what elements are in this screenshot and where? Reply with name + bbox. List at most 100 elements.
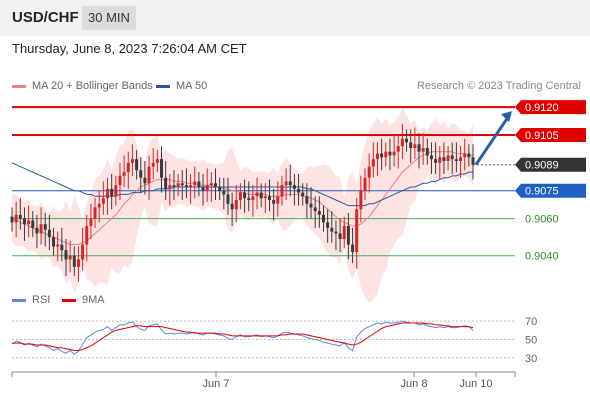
level-tag-0.9089: [515, 157, 586, 172]
candle-body: [417, 144, 421, 152]
x-tick-label: Jun 7: [203, 378, 230, 390]
candle-body: [10, 216, 14, 223]
candle-body: [101, 198, 105, 204]
candle-body: [425, 148, 429, 156]
candle-body: [442, 157, 446, 161]
candle-body: [276, 196, 280, 204]
candle-body: [180, 183, 184, 186]
candle-body: [93, 207, 97, 219]
candle-body: [193, 181, 197, 186]
candle-body: [56, 244, 60, 247]
candle-body: [130, 159, 134, 163]
candle-body: [52, 237, 56, 247]
level-label-0.9089: 0.9089: [525, 160, 559, 172]
candle-body: [446, 155, 450, 161]
candle-body: [280, 185, 284, 197]
legend-ma50: MA 50: [156, 80, 207, 92]
candle-body: [313, 207, 317, 212]
timeframe-button[interactable]: 30 MIN: [82, 6, 136, 30]
level-label-0.9060: 0.9060: [525, 214, 559, 226]
candle-body: [139, 170, 143, 178]
candle-body: [27, 220, 31, 225]
x-tick-label: Jun 8: [401, 378, 428, 390]
candle-body: [288, 181, 292, 186]
rsi-tick-70: 70: [525, 316, 537, 328]
ma50-label: MA 50: [176, 80, 208, 92]
candle-body: [106, 188, 110, 199]
legend-ma20: MA 20 + Bollinger Bands: [12, 80, 153, 92]
candle-body: [135, 159, 139, 171]
candle-body: [338, 233, 342, 239]
candle-body: [259, 192, 263, 199]
candle-body: [143, 177, 147, 184]
ma20-label: MA 20 + Bollinger Bands: [32, 80, 153, 92]
candle-body: [126, 162, 130, 173]
forecast-arrow-shaft: [474, 116, 510, 166]
candle-body: [31, 220, 35, 228]
candle-body: [60, 244, 64, 251]
candle-body: [454, 159, 458, 161]
candle-body: [351, 244, 355, 252]
candle-body: [429, 155, 433, 160]
candle-body: [243, 192, 247, 199]
candle-body: [342, 226, 346, 239]
candle-body: [409, 142, 413, 148]
rsi-ma-line: [12, 322, 474, 351]
candle-body: [375, 153, 379, 160]
legend-rsi: RSI: [12, 294, 50, 306]
header-bar: USD/CHF 30 MIN: [0, 0, 590, 36]
candle-body: [467, 153, 471, 158]
candle-body: [122, 172, 126, 176]
candle-body: [305, 196, 309, 204]
candle-body: [97, 203, 101, 208]
rsi-label: RSI: [32, 294, 51, 306]
candle-body: [201, 187, 205, 191]
candle-body: [392, 151, 396, 156]
candle-body: [334, 231, 338, 234]
candle-body: [168, 185, 172, 189]
candle-body: [22, 218, 26, 225]
candle-body: [47, 229, 51, 238]
candle-body: [247, 198, 251, 200]
research-credit: Research © 2023 Trading Central: [416, 80, 581, 92]
candle-body: [255, 192, 259, 197]
candle-body: [346, 226, 350, 245]
timestamp: Thursday, June 8, 2023 7:26:04 AM CET: [12, 41, 247, 56]
level-tag-0.9120: [515, 100, 586, 115]
ma20-swatch: [12, 84, 26, 88]
candle-body: [85, 226, 89, 245]
candle-body: [68, 255, 72, 260]
currency-pair: USD/CHF: [12, 9, 79, 26]
ma50-swatch: [156, 84, 170, 88]
candle-body: [438, 157, 442, 163]
candle-body: [371, 159, 375, 167]
candle-body: [321, 214, 325, 223]
rsi-tick-50: 50: [525, 335, 537, 347]
candle-body: [222, 190, 226, 195]
candle-body: [384, 151, 388, 158]
candle-body: [118, 175, 122, 186]
candle-body: [267, 196, 271, 200]
candle-body: [405, 138, 409, 143]
candle-body: [359, 190, 363, 210]
candle-body: [367, 166, 371, 178]
candle-body: [272, 200, 276, 204]
candle-body: [363, 177, 367, 191]
candle-body: [471, 157, 475, 165]
candle-body: [309, 203, 313, 208]
candle-body: [292, 185, 296, 189]
candle-body: [176, 183, 180, 187]
candle-body: [147, 166, 151, 184]
candle-body: [284, 181, 288, 186]
candle-body: [151, 162, 155, 167]
candle-body: [463, 153, 467, 158]
level-label-0.9105: 0.9105: [525, 130, 559, 142]
level-tag-0.9105: [515, 128, 586, 142]
candle-body: [317, 211, 321, 215]
level-tag-0.9075: [515, 183, 586, 198]
candle-body: [413, 144, 417, 148]
candle-body: [263, 196, 267, 199]
candle-body: [18, 214, 22, 219]
candle-body: [251, 196, 255, 200]
